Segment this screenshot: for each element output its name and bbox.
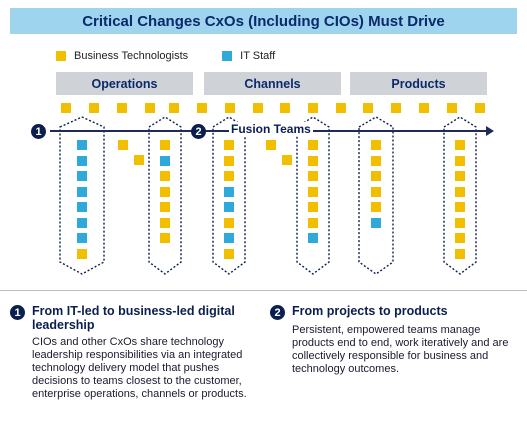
team-member-square	[77, 217, 87, 228]
loose-member-square	[282, 155, 292, 165]
team-member-square	[371, 202, 381, 212]
team-member-square	[371, 186, 381, 197]
point-1-body: CIOs and other CxOs share technology lea…	[32, 336, 247, 400]
section-divider	[0, 290, 527, 291]
team-member-square	[224, 155, 234, 166]
team-member-square	[308, 233, 318, 243]
team-outline-operations-a	[59, 116, 105, 275]
team-member-square	[160, 140, 170, 150]
team-member-square	[371, 171, 381, 181]
top-row-square	[391, 103, 401, 113]
team-member-square	[455, 186, 465, 197]
team-member-square	[308, 217, 318, 228]
team-member-square	[224, 186, 234, 197]
loose-member-square	[266, 140, 276, 150]
team-member-square	[455, 202, 465, 212]
legend-label-it-staff: IT Staff	[240, 50, 276, 62]
team-member-square	[77, 155, 87, 166]
team-member-square	[224, 140, 234, 150]
team-member-square	[308, 186, 318, 197]
team-member-square	[308, 155, 318, 166]
team-member-square	[77, 171, 87, 181]
team-outline-products-b	[443, 116, 477, 275]
team-outline-channels-b	[296, 116, 330, 275]
team-member-square	[160, 171, 170, 181]
legend-swatch-it-staff	[222, 51, 233, 61]
top-row-square	[169, 103, 179, 113]
timeline-marker-1: 1	[31, 124, 46, 139]
team-member-square	[160, 155, 170, 166]
team-member-square	[160, 217, 170, 228]
point-1-title: From IT-led to business-led digital lead…	[32, 304, 235, 332]
team-member-square	[371, 140, 381, 150]
timeline-arrow-icon	[486, 126, 494, 136]
legend-label-business-technologists: Business Technologists	[74, 50, 189, 62]
loose-member-square	[118, 140, 128, 150]
team-member-square	[77, 248, 87, 259]
team-member-square	[160, 233, 170, 243]
top-row-square	[145, 103, 155, 113]
team-member-square	[308, 202, 318, 212]
team-member-square	[371, 155, 381, 166]
team-member-square	[455, 155, 465, 166]
top-row-square	[280, 103, 290, 113]
top-row-square	[475, 103, 485, 113]
point-2-body: Persistent, empowered teams manage produ…	[292, 324, 509, 375]
fusion-teams-label: Fusion Teams	[229, 122, 313, 136]
point-2: 2 From projects to products Persistent, …	[270, 304, 520, 376]
team-member-square	[160, 186, 170, 197]
team-outline-operations-b	[148, 116, 182, 275]
team-member-square	[371, 217, 381, 228]
category-products: Products	[350, 72, 487, 95]
page-title: Critical Changes CxOs (Including CIOs) M…	[10, 8, 517, 34]
team-member-square	[455, 217, 465, 228]
point-2-title: From projects to products	[292, 304, 448, 318]
team-member-square	[455, 248, 465, 259]
team-member-square	[77, 186, 87, 197]
team-member-square	[77, 140, 87, 150]
team-member-square	[455, 171, 465, 181]
category-channels: Channels	[204, 72, 341, 95]
team-member-square	[224, 233, 234, 243]
loose-member-square	[134, 155, 144, 165]
team-member-square	[77, 202, 87, 212]
team-member-square	[224, 171, 234, 181]
point-2-header: 2 From projects to products	[270, 304, 520, 320]
team-outlines	[59, 116, 477, 275]
point-1-header: 1 From IT-led to business-led digital le…	[10, 304, 250, 332]
team-member-square	[308, 140, 318, 150]
team-member-square	[308, 171, 318, 181]
point-2-number: 2	[270, 305, 285, 320]
top-row-square	[117, 103, 127, 113]
team-member-square	[455, 233, 465, 243]
timeline-marker-2: 2	[191, 124, 206, 139]
team-member-square	[160, 202, 170, 212]
legend-item-business-technologists: Business Technologists	[56, 50, 188, 62]
top-row-square	[336, 103, 346, 113]
top-row-square	[225, 103, 235, 113]
legend-swatch-business-technologists	[56, 51, 66, 61]
top-row-square	[197, 103, 207, 113]
top-row-square	[89, 103, 99, 113]
team-outline-channels-a	[212, 116, 246, 275]
top-row-square	[363, 103, 373, 113]
category-operations: Operations	[56, 72, 193, 95]
top-row-square	[419, 103, 429, 113]
team-member-square	[77, 233, 87, 243]
team-member-square	[224, 217, 234, 228]
legend-item-it-staff: IT Staff	[222, 50, 275, 62]
legend: Business Technologists IT Staff	[56, 50, 275, 62]
team-member-square	[224, 248, 234, 259]
top-row-square	[447, 103, 457, 113]
team-member-square	[224, 202, 234, 212]
team-outline-products-a	[358, 116, 394, 275]
top-row-square	[308, 103, 318, 113]
point-1: 1 From IT-led to business-led digital le…	[10, 304, 250, 401]
top-row-square	[61, 103, 71, 113]
point-1-number: 1	[10, 305, 25, 320]
top-row-square	[253, 103, 263, 113]
team-member-square	[455, 140, 465, 150]
